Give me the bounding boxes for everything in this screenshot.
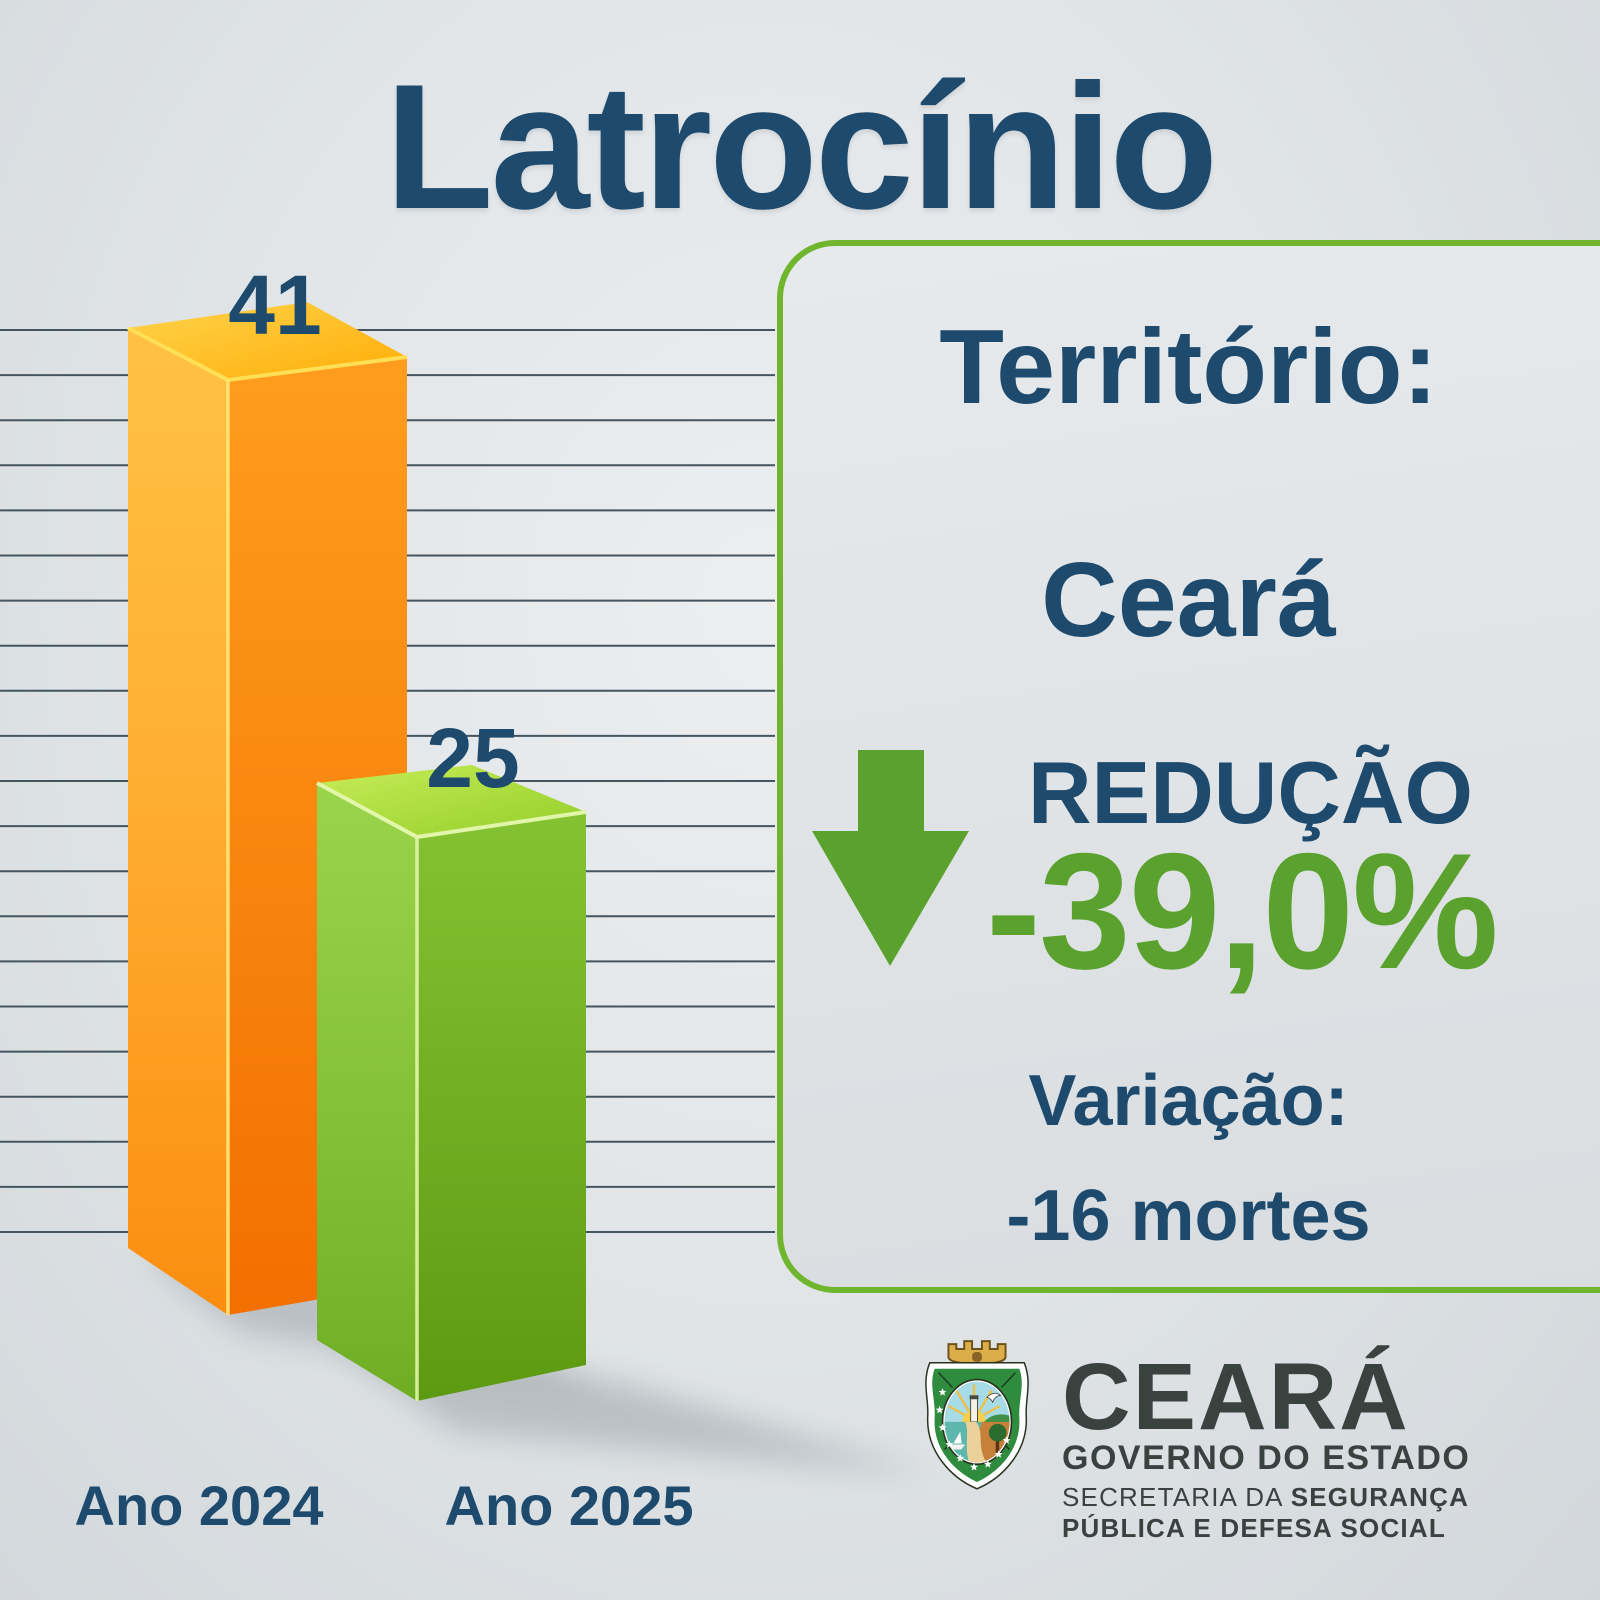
- down-arrow-icon: [812, 750, 969, 966]
- x-axis-label-2025: Ano 2025: [444, 1474, 694, 1537]
- logo-department-line2: PÚBLICA E DEFESA SOCIAL: [1062, 1513, 1446, 1543]
- territory-label: Território:: [939, 308, 1438, 426]
- shield-stars: [935, 1388, 1011, 1471]
- bar-2024-value-label: 41: [228, 258, 322, 352]
- reduction-percentage: -39,0%: [986, 819, 1499, 1003]
- x-axis-label-2024: Ano 2024: [74, 1474, 324, 1537]
- variation-label: Variação:: [1028, 1061, 1349, 1141]
- bar-2025-value-label: 25: [426, 711, 520, 805]
- logo-brand-name: CEARÁ: [1062, 1344, 1410, 1450]
- territory-value: Ceará: [1041, 541, 1336, 659]
- page-title: Latrocínio: [384, 47, 1218, 246]
- logo-department-line1: SECRETARIA DA SEGURANÇA: [1062, 1482, 1470, 1512]
- logo-government-subtitle: GOVERNO DO ESTADO: [1062, 1439, 1471, 1477]
- bar-2025: [316, 765, 587, 1401]
- variation-value: -16 mortes: [1006, 1176, 1371, 1256]
- ceara-coat-of-arms: [925, 1340, 1029, 1490]
- reduction-label: REDUÇÃO: [1028, 743, 1473, 842]
